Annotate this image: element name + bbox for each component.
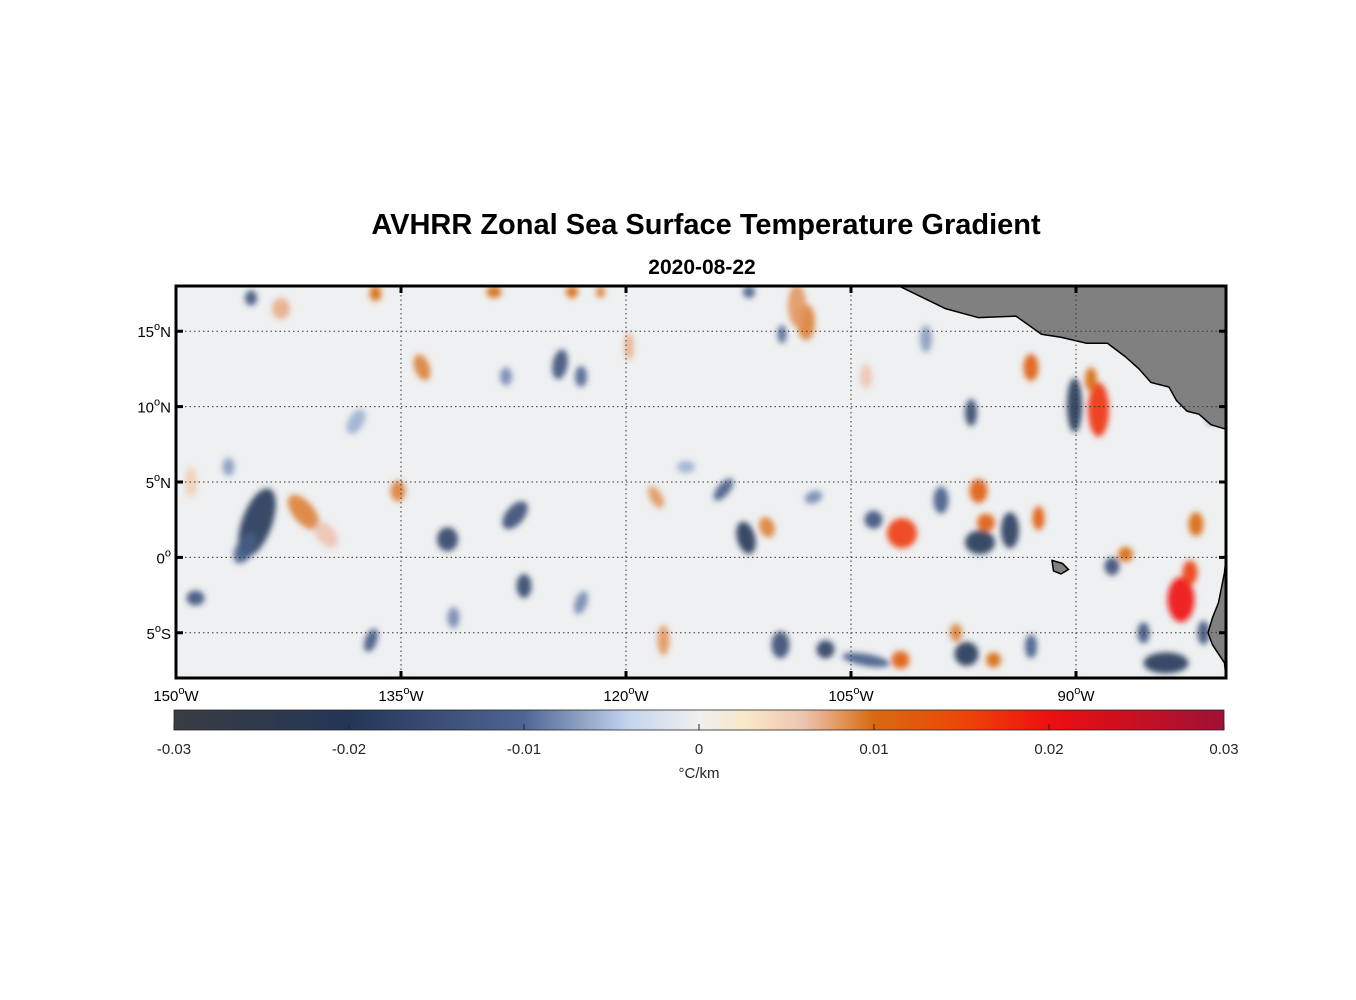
lon-label: 90oW xyxy=(1058,685,1096,705)
colorbar-tick-label: -0.01 xyxy=(507,741,541,758)
land-central-america xyxy=(898,286,1226,431)
colorbar-tick-label: 0.03 xyxy=(1209,741,1238,758)
lon-label: 105oW xyxy=(828,685,874,705)
land-galapagos xyxy=(1051,559,1070,575)
sst-gradient-field xyxy=(185,286,1216,674)
sst-gradient-patch xyxy=(1025,634,1037,659)
sst-gradient-patch xyxy=(364,628,378,652)
sst-gradient-patch xyxy=(965,530,995,555)
sst-gradient-patch xyxy=(596,286,605,299)
sst-gradient-patch xyxy=(1143,652,1189,674)
colorbar-tick-label: 0.02 xyxy=(1034,741,1063,758)
sst-gradient-patch xyxy=(552,349,568,380)
sst-gradient-patch xyxy=(736,521,756,554)
sst-gradient-patch xyxy=(566,286,578,299)
sst-gradient-patch xyxy=(891,650,910,669)
ocean-background xyxy=(176,286,1226,678)
sst-gradient-patch xyxy=(1188,512,1204,537)
sst-gradient-patch xyxy=(657,625,670,656)
lon-label: 120oW xyxy=(603,685,649,705)
sst-gradient-patch xyxy=(186,590,205,606)
sst-gradient-patch xyxy=(502,501,528,530)
sst-gradient-patch xyxy=(788,286,806,327)
lat-label: 0o xyxy=(157,547,171,567)
sst-gradient-patch xyxy=(346,409,366,434)
sst-gradient-patch xyxy=(287,494,320,530)
sst-gradient-patch xyxy=(233,533,257,564)
sst-gradient-patch xyxy=(804,490,823,504)
sst-gradient-patch xyxy=(933,486,949,514)
sst-gradient-patch xyxy=(222,457,235,476)
sst-gradient-patch xyxy=(516,574,532,599)
sst-gradient-patch xyxy=(965,399,977,427)
sst-gradient-patch xyxy=(1118,546,1133,562)
sst-gradient-patch xyxy=(1088,382,1109,437)
sst-gradient-patch xyxy=(759,517,775,538)
axis-tick-marks xyxy=(174,286,1226,678)
sst-gradient-patch xyxy=(977,513,995,532)
colorbar: -0.03 -0.02 -0.01 0 0.01 0.02 0.03 °C/km xyxy=(157,709,1239,782)
sst-gradient-patch xyxy=(842,652,890,668)
sst-gradient-patch xyxy=(575,365,587,387)
sst-gradient-patch xyxy=(1104,557,1120,576)
sst-gradient-patch xyxy=(864,510,883,529)
lat-label: 5oN xyxy=(146,472,171,492)
colorbar-tick-label: -0.02 xyxy=(332,741,366,758)
sst-gradient-patch xyxy=(624,332,634,360)
sst-gradient-patch xyxy=(969,479,988,504)
sst-gradient-patch xyxy=(777,325,787,344)
sst-gradient-patch xyxy=(369,286,382,302)
colorbar-ticks: -0.03 -0.02 -0.01 0 0.01 0.02 0.03 xyxy=(157,724,1239,758)
sst-gradient-patch xyxy=(447,607,460,629)
lat-label: 15oN xyxy=(137,321,171,341)
lon-label: 150oW xyxy=(153,685,199,705)
sst-gradient-patch xyxy=(771,631,790,659)
colorbar-tick-label: 0 xyxy=(695,741,703,758)
lon-label: 135oW xyxy=(378,685,424,705)
sst-gradient-patch xyxy=(314,521,338,548)
sst-gradient-patch xyxy=(1032,506,1045,531)
sst-gradient-patch xyxy=(743,286,755,299)
lat-label: 10oN xyxy=(137,397,171,417)
lat-label: 5oS xyxy=(147,623,171,643)
longitude-labels: 150oW 135oW 120oW 105oW 90oW xyxy=(153,685,1095,705)
sst-gradient-patch xyxy=(860,364,872,389)
map-title: AVHRR Zonal Sea Surface Temperature Grad… xyxy=(371,209,1041,241)
sst-gradient-patch xyxy=(816,640,835,659)
sst-gradient-patch xyxy=(245,290,257,306)
sst-gradient-patch xyxy=(390,480,406,502)
sst-gradient-patch xyxy=(920,325,932,353)
sst-gradient-patch xyxy=(437,527,458,552)
sst-gradient-patch xyxy=(1067,378,1082,433)
colorbar-tick-label: -0.03 xyxy=(157,741,191,758)
colorbar-unit-label: °C/km xyxy=(679,765,720,782)
sst-gradient-patch xyxy=(677,460,695,473)
sst-gradient-patch xyxy=(413,354,431,381)
sst-gradient-patch xyxy=(1001,512,1019,549)
sst-gradient-patch xyxy=(954,641,979,666)
sst-gradient-patch xyxy=(574,591,588,615)
sst-gradient-patch xyxy=(1085,367,1097,392)
sst-gradient-patch xyxy=(272,298,290,320)
colorbar-tick-label: 0.01 xyxy=(859,741,888,758)
sst-gradient-patch xyxy=(887,518,917,549)
map-area[interactable] xyxy=(174,284,1228,680)
sst-gradient-patch xyxy=(500,367,512,386)
sst-gradient-patch xyxy=(648,486,664,508)
sst-gradient-patch xyxy=(986,652,1001,668)
sst-gradient-patch xyxy=(713,478,734,501)
sst-gradient-patch xyxy=(1167,577,1195,623)
sst-gradient-patch xyxy=(1182,560,1198,585)
map-date: 2020-08-22 xyxy=(648,256,755,279)
latitude-labels: 15oN 10oN 5oN 0o 5oS xyxy=(137,321,171,643)
sst-gradient-patch xyxy=(486,286,502,299)
sst-gradient-patch xyxy=(1023,353,1039,381)
